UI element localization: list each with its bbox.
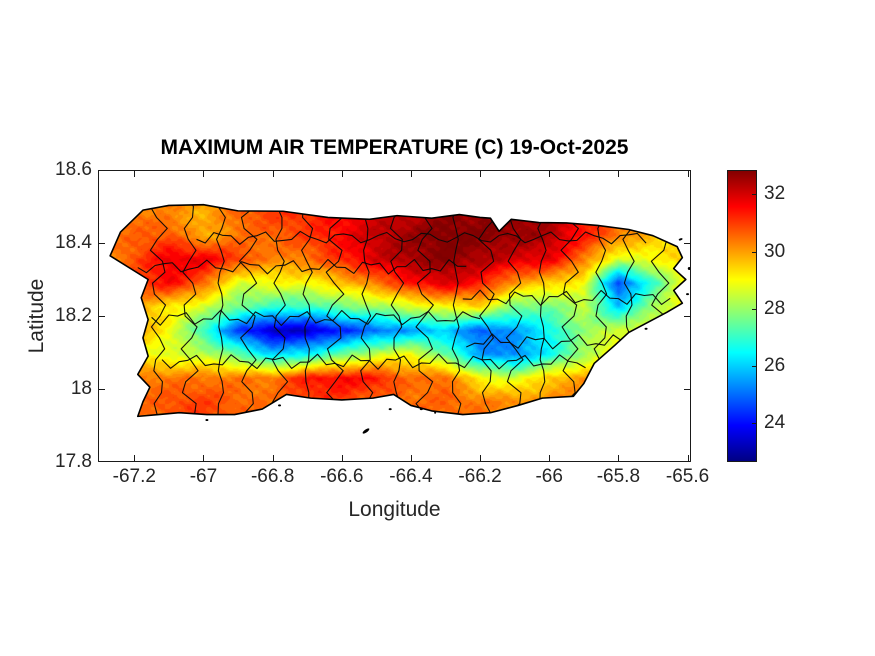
x-tick-label: -65.8 <box>596 466 641 487</box>
x-tick-label: -66 <box>535 466 563 487</box>
colorbar-tick-label: 26 <box>764 355 786 377</box>
y-tick-label: 18.2 <box>55 305 92 326</box>
colorbar-tick-label: 28 <box>764 297 786 319</box>
x-tick-label: -66.4 <box>389 466 433 487</box>
x-tick-label: -67.2 <box>112 466 156 487</box>
x-axis-label: Longitude <box>348 498 441 521</box>
y-tick-label: 18.6 <box>55 159 92 180</box>
y-tick-label: 17.8 <box>55 451 92 472</box>
puerto-rico-temperature-map <box>98 170 691 462</box>
colorbar <box>727 170 757 462</box>
x-tick-label: -66.8 <box>250 466 295 487</box>
chart-title: MAXIMUM AIR TEMPERATURE (C) 19-Oct-2025 <box>160 136 629 159</box>
y-tick-label: 18.4 <box>55 232 92 253</box>
x-tick-label: -66.2 <box>458 466 502 487</box>
colorbar-tick-label: 30 <box>764 240 786 262</box>
x-tick-label: -67 <box>189 466 218 487</box>
plot-area <box>98 170 691 462</box>
x-tick-label: -65.6 <box>665 466 710 487</box>
x-tick-label: -66.6 <box>320 466 364 487</box>
colorbar-tick-label: 24 <box>764 412 786 434</box>
colorbar-tick-label: 32 <box>764 183 786 205</box>
y-tick-label: 18 <box>70 378 92 399</box>
